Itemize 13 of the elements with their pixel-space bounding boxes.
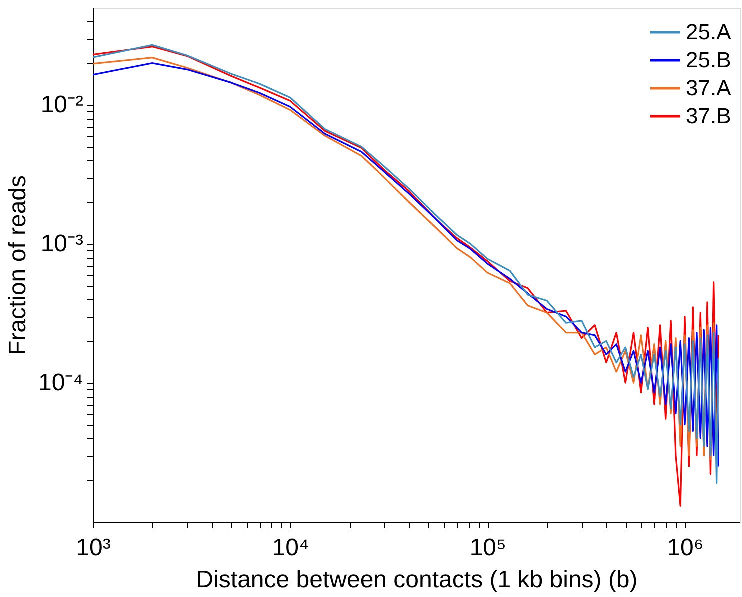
- y-tick-label: 10⁻⁴: [38, 370, 84, 397]
- legend-label: 25.A: [686, 20, 732, 44]
- x-tick-label: 10⁵: [470, 534, 506, 562]
- x-tick-label: 10³: [76, 534, 111, 562]
- y-axis-title: Fraction of reads: [4, 175, 32, 356]
- legend-label: 37.A: [686, 76, 732, 100]
- x-tick-label: 10⁴: [272, 534, 310, 562]
- legend-label: 25.B: [686, 48, 732, 72]
- x-axis-title: Distance between contacts (1 kb bins) (b): [196, 566, 638, 594]
- legend-label: 37.B: [686, 104, 732, 128]
- y-tick-label: 10⁻³: [40, 230, 84, 258]
- y-tick-label: 10⁻²: [40, 92, 84, 119]
- x-tick-label: 10⁶: [667, 534, 704, 562]
